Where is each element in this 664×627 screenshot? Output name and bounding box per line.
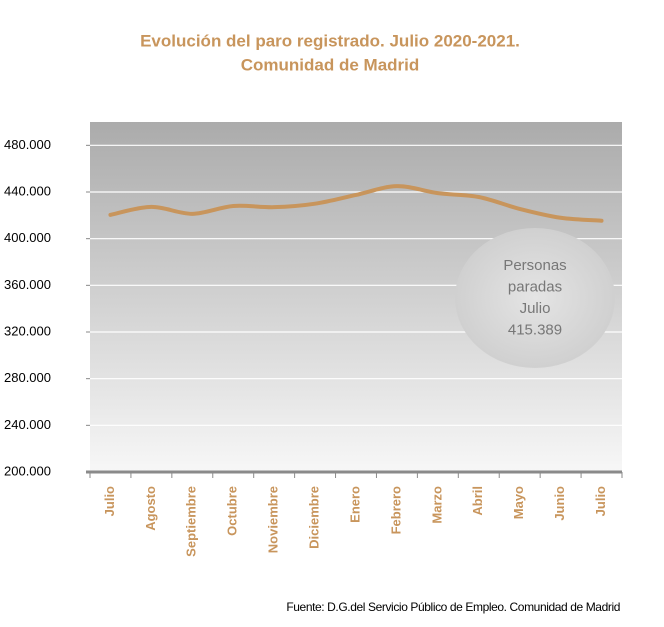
x-tick-label: Abril (470, 486, 485, 516)
y-tick-label: 280.000 (4, 370, 51, 385)
x-tick-label: Agosto (143, 486, 158, 531)
x-tick-label: Enero (347, 486, 362, 523)
chart-title: Comunidad de Madrid (241, 55, 420, 74)
y-tick-label: 440.000 (4, 183, 51, 198)
x-tick-label: Julio (102, 486, 117, 516)
annotation-text: paradas (508, 278, 562, 295)
chart-title: Evolución del paro registrado. Julio 202… (140, 31, 520, 50)
x-tick-label: Febrero (388, 486, 403, 534)
annotation-bubble (455, 228, 615, 368)
x-tick-label: Noviembre (266, 486, 281, 553)
x-tick-label: Octubre (225, 486, 240, 536)
x-tick-label: Septiembre (184, 486, 199, 557)
annotation-text: Julio (520, 300, 551, 317)
line (108, 184, 604, 223)
y-tick-label: 480.000 (4, 137, 51, 152)
y-tick-label: 320.000 (4, 323, 51, 338)
x-tick-label: Junio (552, 486, 567, 521)
source: Fuente: D.G.del Servicio Público de Empl… (286, 600, 620, 614)
y-tick-label: 360.000 (4, 277, 51, 292)
annotation-text: Personas (503, 257, 566, 274)
data-label: 415.389 (508, 321, 562, 338)
x-tick-label: Mayo (511, 486, 526, 519)
y-tick-label: 200.000 (4, 463, 51, 478)
x-tick-label: Julio (593, 486, 608, 516)
x-tick-label: Diciembre (307, 486, 322, 549)
y-tick-label: 400.000 (4, 230, 51, 245)
y-tick-label: 240.000 (4, 417, 51, 432)
x-tick-label: Marzo (429, 486, 444, 524)
